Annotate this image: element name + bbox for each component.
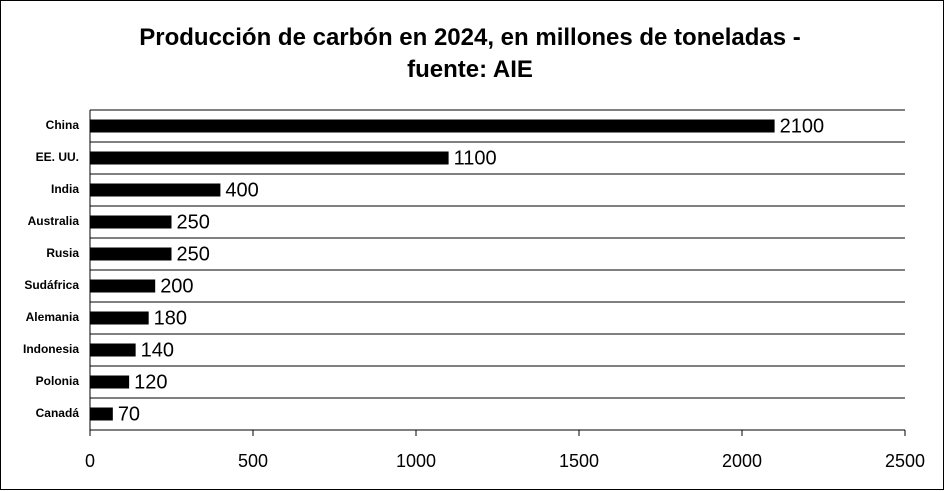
y-tick-label: China [46, 118, 80, 132]
x-tick-label: 0 [85, 451, 95, 471]
bar [90, 215, 172, 229]
value-label: 70 [118, 403, 140, 425]
value-label: 2100 [780, 115, 825, 137]
x-tick-label: 1500 [559, 451, 599, 471]
bar [90, 407, 113, 421]
value-label: 400 [225, 179, 258, 201]
bar [90, 375, 130, 389]
value-label: 180 [154, 307, 187, 329]
value-label: 250 [177, 211, 210, 233]
bar [90, 247, 172, 261]
bar [90, 151, 449, 165]
y-tick-label: Sudáfrica [24, 278, 79, 292]
y-tick-label: Canadá [36, 406, 80, 420]
value-label: 250 [177, 243, 210, 265]
y-tick-label: Polonia [36, 374, 80, 388]
bar [90, 119, 775, 133]
chart-title: Producción de carbón en 2024, en millone… [139, 24, 801, 83]
value-label: 1100 [454, 147, 497, 169]
y-tick-label: EE. UU. [36, 150, 79, 164]
x-tick-label: 2500 [885, 451, 925, 471]
value-label: 140 [141, 339, 174, 361]
y-tick-label: Australia [28, 214, 80, 228]
bar [90, 343, 136, 357]
x-tick-label: 500 [238, 451, 268, 471]
y-tick-label: Indonesia [23, 342, 79, 356]
y-tick-label: India [51, 182, 79, 196]
x-tick-label: 1000 [396, 451, 436, 471]
bar [90, 279, 156, 293]
value-label: 120 [134, 371, 167, 393]
y-tick-label: Alemania [26, 310, 80, 324]
bar [90, 183, 221, 197]
y-tick-label: Rusia [46, 246, 79, 260]
x-tick-label: 2000 [722, 451, 762, 471]
bar [90, 311, 149, 325]
value-label: 200 [160, 275, 193, 297]
